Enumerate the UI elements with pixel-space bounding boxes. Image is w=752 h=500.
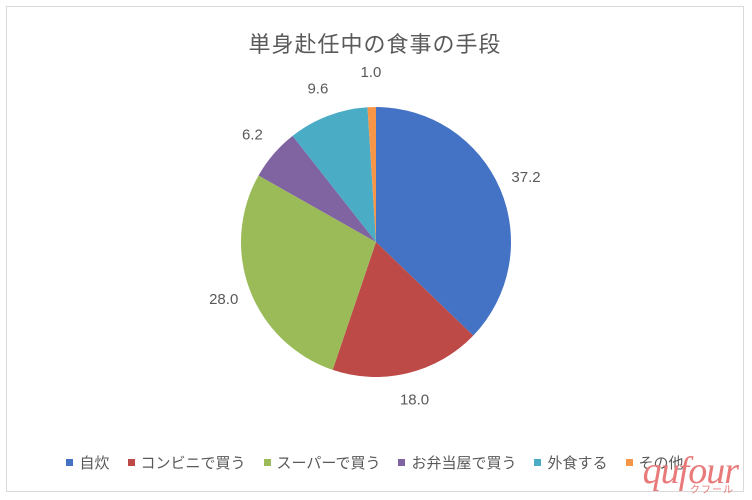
legend: 自炊コンビニで買うスーパーで買うお弁当屋で買う外食するその他 xyxy=(7,452,743,473)
pie-data-label: 18.0 xyxy=(400,391,429,407)
legend-item: お弁当屋で買う xyxy=(398,452,516,473)
pie-chart: 37.2 18.0 28.0 6.2 9.6 1.0 xyxy=(7,67,745,407)
pie-data-label: 1.0 xyxy=(360,67,381,81)
legend-item: コンビニで買う xyxy=(128,452,246,473)
pie-data-label: 28.0 xyxy=(209,291,238,308)
legend-marker xyxy=(128,459,135,466)
legend-item: 外食する xyxy=(534,452,607,473)
legend-item: 自炊 xyxy=(66,452,109,473)
pie-data-label: 37.2 xyxy=(511,169,540,186)
legend-label: お弁当屋で買う xyxy=(411,452,516,473)
chart-title: 単身赴任中の食事の手段 xyxy=(7,7,743,59)
legend-item: スーパーで買う xyxy=(264,452,381,473)
legend-marker xyxy=(264,459,271,466)
chart-card: 単身赴任中の食事の手段 37.2 18.0 28.0 6.2 9.6 1.0 自炊 コンビニ… xyxy=(6,6,744,492)
legend-marker xyxy=(398,459,405,466)
legend-marker xyxy=(534,459,541,466)
legend-label: 外食する xyxy=(547,452,607,473)
legend-marker xyxy=(66,459,73,466)
legend-label: スーパーで買う xyxy=(277,452,381,473)
brand-logo: qufour クフール xyxy=(643,452,738,496)
legend-label: 自炊 xyxy=(79,452,109,473)
legend-label: コンビニで買う xyxy=(141,452,246,473)
pie-data-label: 6.2 xyxy=(242,127,263,144)
legend-marker xyxy=(626,459,633,466)
pie-data-label: 9.6 xyxy=(307,81,328,98)
plot-area: 37.2 18.0 28.0 6.2 9.6 1.0 xyxy=(7,67,745,407)
